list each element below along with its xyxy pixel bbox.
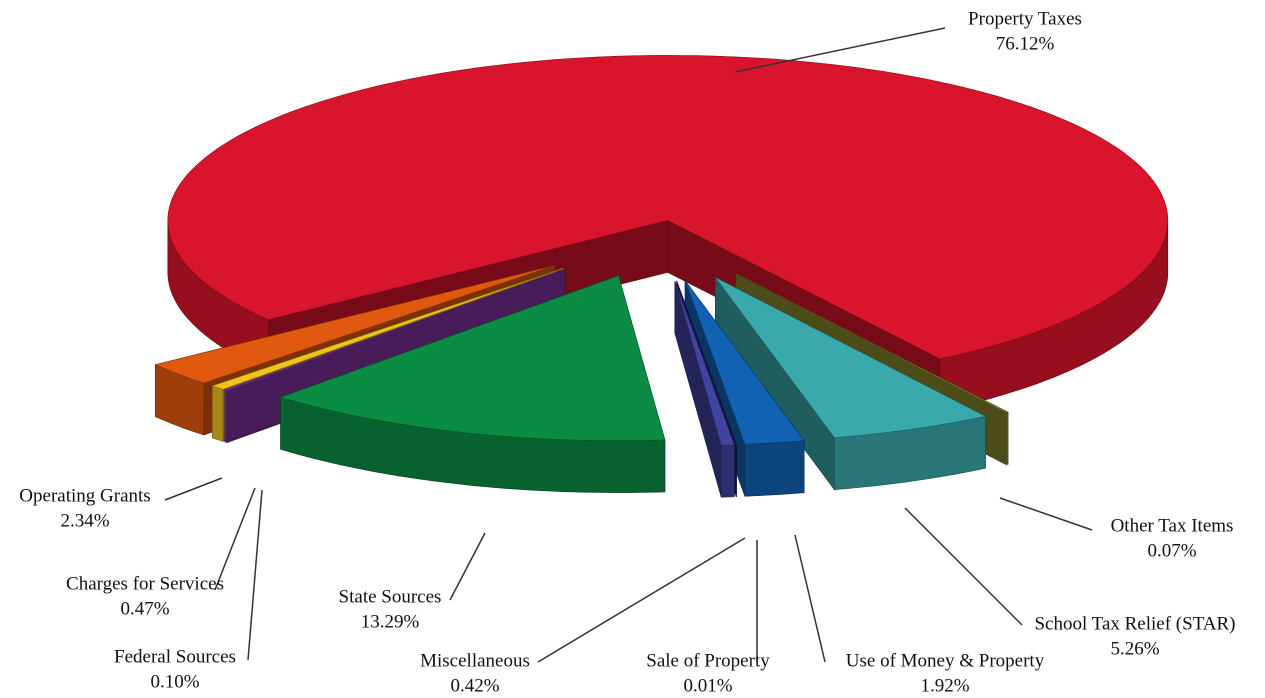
slice: [674, 280, 735, 446]
slice-label: Federal Sources: [114, 646, 236, 667]
slice-outer-wall: [744, 440, 805, 497]
slice-label: Sale of Property: [646, 650, 770, 671]
leader-line: [999, 497, 1093, 531]
leader-line: [214, 487, 256, 591]
slice-label: Other Tax Items: [1111, 515, 1234, 536]
value-label: 5.26%: [1110, 638, 1159, 659]
value-label: 0.47%: [120, 598, 169, 619]
pie: [154, 55, 1169, 498]
leader-line: [164, 477, 223, 501]
value-label: 0.07%: [1147, 540, 1196, 561]
slice-outer-wall: [224, 389, 228, 444]
value-label: 1.92%: [920, 675, 969, 696]
leader-line: [734, 27, 946, 73]
value-label: 0.10%: [150, 671, 199, 692]
slice-label: Miscellaneous: [420, 650, 530, 671]
value-label: 0.01%: [683, 675, 732, 696]
slice-label: Property Taxes: [968, 8, 1082, 29]
value-label: 76.12%: [996, 33, 1055, 54]
slice-label: Charges for Services: [66, 573, 224, 594]
slice: [154, 265, 555, 384]
slice-outer-wall: [212, 385, 224, 442]
slice-label: School Tax Relief (STAR): [1034, 613, 1235, 634]
slice: [167, 55, 1169, 360]
value-label: 13.29%: [361, 611, 420, 632]
slice-label: State Sources: [339, 586, 442, 607]
labels: Property Taxes 76.12% Other Tax Items 0.07%…: [19, 8, 1235, 696]
slice-label: Operating Grants: [19, 485, 150, 506]
slice: [279, 275, 666, 441]
leader-line: [904, 507, 1023, 626]
leader-line: [449, 532, 486, 601]
slice: [676, 280, 737, 445]
slice: [684, 280, 805, 445]
leader-line: [794, 534, 826, 663]
slice: [223, 268, 566, 391]
value-label: 0.42%: [450, 675, 499, 696]
slice: [211, 268, 564, 390]
leader-line: [247, 489, 263, 661]
slice-outer-wall: [720, 444, 735, 498]
slice-label: Use of Money & Property: [846, 650, 1045, 671]
value-label: 2.34%: [60, 510, 109, 531]
leader-line: [537, 537, 746, 663]
slice-outer-wall: [1005, 411, 1009, 465]
slice: [715, 277, 987, 439]
slice: [735, 273, 1009, 413]
